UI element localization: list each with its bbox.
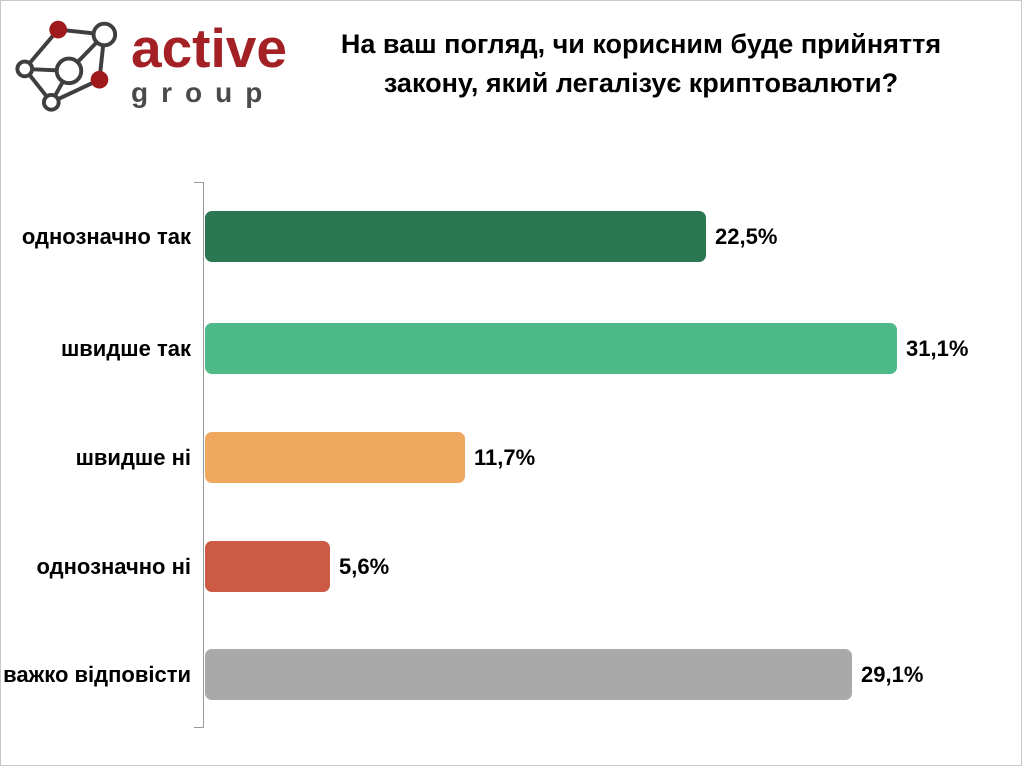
logo-node-topright	[91, 21, 118, 48]
bar-row: однозначно ні 5,6%	[1, 541, 1021, 592]
category-label: швидше так	[60, 336, 191, 361]
value-label: 29,1%	[861, 662, 924, 687]
value-label: 31,1%	[906, 336, 969, 361]
bar-row: однозначно так 22,5%	[1, 211, 1021, 262]
bar-3	[205, 432, 465, 483]
bar-5	[205, 649, 852, 700]
category-label: однозначно так	[21, 224, 191, 249]
bar-row: швидше ні 11,7%	[1, 432, 1021, 483]
logo-node-bottom	[41, 92, 61, 112]
y-axis-tick-top	[194, 182, 203, 183]
bar-1	[205, 211, 706, 262]
value-label: 22,5%	[715, 224, 778, 249]
category-label: важко відповісти	[3, 662, 191, 687]
y-axis-tick-bottom	[194, 727, 203, 728]
logo-brand-text: active	[131, 17, 287, 79]
logo-sub-text: group	[131, 77, 276, 108]
logo-node-center	[54, 56, 84, 86]
bar-row: важко відповісти 29,1%	[1, 649, 1021, 700]
bar-2	[205, 323, 897, 374]
logo-node-left	[15, 59, 35, 79]
logo-node-red-right	[90, 70, 109, 89]
logo: active group	[131, 19, 316, 108]
value-label: 11,7%	[474, 445, 536, 470]
value-label: 5,6%	[339, 554, 390, 579]
category-label: однозначно ні	[36, 554, 191, 579]
chart-title-line2: закону, який легалізує криптовалюти?	[383, 68, 899, 98]
bar-row: швидше так 31,1%	[1, 323, 1021, 374]
chart-title: На ваш погляд, чи корисним буде прийнятт…	[311, 25, 971, 103]
y-axis-line	[203, 182, 204, 728]
bar-4	[205, 541, 330, 592]
category-label: швидше ні	[75, 445, 191, 470]
logo-node-red-top	[49, 20, 68, 39]
network-graph-logo-icon	[15, 20, 118, 112]
chart-title-line1: На ваш погляд, чи корисним буде прийнятт…	[340, 29, 942, 59]
